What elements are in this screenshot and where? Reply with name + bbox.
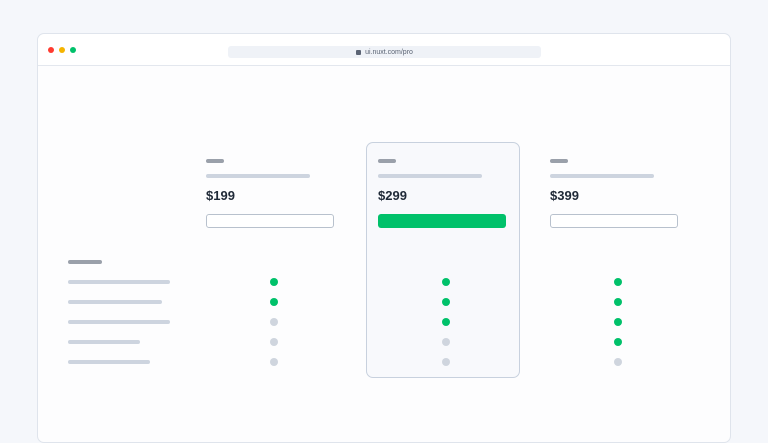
feature-label-placeholder (68, 340, 140, 344)
url-text: ui.nuxt.com/pro (365, 48, 413, 56)
plan-select-button[interactable] (378, 214, 506, 228)
feature-included-icon (614, 298, 622, 306)
feature-included-icon (614, 318, 622, 326)
minimize-window-button[interactable] (59, 47, 65, 53)
maximize-window-button[interactable] (70, 47, 76, 53)
features-heading-placeholder (68, 260, 102, 264)
feature-included-icon (270, 278, 278, 286)
feature-label-placeholder (68, 300, 162, 304)
feature-excluded-icon (270, 358, 278, 366)
feature-included-icon (442, 318, 450, 326)
plan-description-placeholder (550, 174, 654, 178)
feature-excluded-icon (442, 338, 450, 346)
feature-label-placeholder (68, 320, 170, 324)
feature-excluded-icon (270, 338, 278, 346)
plan-price: $299 (378, 188, 407, 203)
plan-select-button[interactable] (550, 214, 678, 228)
plan-price: $399 (550, 188, 579, 203)
feature-included-icon (442, 278, 450, 286)
plan-name-placeholder (550, 159, 568, 163)
plan-select-button[interactable] (206, 214, 334, 228)
plan-name-placeholder (378, 159, 396, 163)
feature-excluded-icon (270, 318, 278, 326)
feature-label-placeholder (68, 280, 170, 284)
close-window-button[interactable] (48, 47, 54, 53)
plan-description-placeholder (206, 174, 310, 178)
plan-name-placeholder (206, 159, 224, 163)
feature-included-icon (614, 278, 622, 286)
address-bar[interactable]: ui.nuxt.com/pro (228, 46, 541, 58)
feature-included-icon (614, 338, 622, 346)
browser-titlebar: ui.nuxt.com/pro (38, 34, 730, 66)
lock-icon (356, 49, 362, 55)
feature-included-icon (270, 298, 278, 306)
feature-label-placeholder (68, 360, 150, 364)
feature-excluded-icon (442, 358, 450, 366)
plan-description-placeholder (378, 174, 482, 178)
feature-excluded-icon (614, 358, 622, 366)
plan-price: $199 (206, 188, 235, 203)
feature-included-icon (442, 298, 450, 306)
